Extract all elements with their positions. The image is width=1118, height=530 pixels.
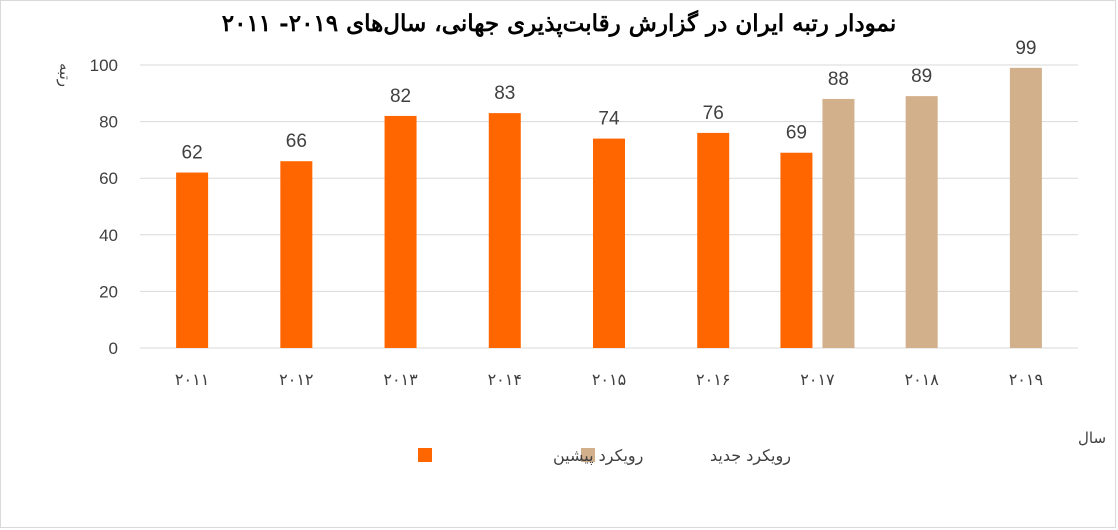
x-tick-label: ۲۰۱۸	[904, 370, 939, 389]
y-tick-label: 80	[99, 113, 118, 132]
y-axis-label: رتبه	[56, 63, 74, 87]
data-label: 99	[1015, 38, 1036, 59]
x-tick-label: ۲۰۱۷	[800, 370, 835, 389]
data-label: 74	[598, 109, 620, 130]
legend-label: رویکرد پیشین	[553, 446, 643, 466]
x-tick-label: ۲۰۱۲	[279, 370, 313, 389]
x-tick-label: ۲۰۱۶	[696, 370, 730, 389]
y-tick-label: 40	[99, 226, 118, 245]
x-tick-label: ۲۰۱۵	[592, 370, 626, 389]
y-tick-label: 60	[99, 169, 118, 188]
y-tick-label: 20	[99, 282, 118, 301]
data-label: 76	[703, 103, 724, 124]
x-tick-label: ۲۰۱۳	[383, 370, 418, 389]
data-label: 88	[828, 69, 849, 90]
y-tick-label: 0	[109, 339, 118, 358]
data-label: 82	[390, 86, 411, 107]
bar	[280, 161, 313, 348]
y-axis-ticks: 0 20 40 60 80 100	[90, 56, 118, 358]
bar	[822, 98, 855, 349]
bar	[780, 152, 813, 348]
data-label: 62	[182, 143, 203, 164]
data-label: 66	[286, 131, 307, 152]
bar	[1009, 67, 1042, 348]
legend-swatch	[581, 448, 595, 462]
data-label: 89	[911, 66, 932, 87]
bar	[488, 113, 521, 348]
data-label: 83	[494, 83, 515, 104]
bar	[384, 115, 417, 348]
bar	[593, 138, 625, 348]
bar	[176, 172, 209, 348]
legend-label: رویکرد جدید	[710, 446, 791, 466]
data-labels: 62 66 82 83 74 76 69 88 89 99	[182, 38, 1037, 164]
x-axis-label: سال	[1078, 429, 1106, 447]
data-label: 69	[786, 123, 807, 144]
bars	[176, 67, 1042, 349]
legend: رویکرد جدید رویکرد پیشین	[418, 446, 791, 466]
bar	[905, 96, 938, 348]
x-axis-ticks: ۲۰۱۱ ۲۰۱۲ ۲۰۱۳ ۲۰۱۴ ۲۰۱۵ ۲۰۱۶ ۲۰۱۷ ۲۰۱۸ ۲۰۱۹	[175, 370, 1043, 389]
x-tick-label: ۲۰۱۱	[175, 370, 209, 389]
x-tick-label: ۲۰۱۴	[488, 370, 522, 389]
y-tick-label: 100	[90, 56, 118, 75]
bar	[697, 132, 730, 348]
legend-swatch	[418, 448, 432, 462]
x-tick-label: ۲۰۱۹	[1009, 370, 1043, 389]
chart-title: نمودار رتبه ایران در گزارش رقابت‌پذیری ج…	[222, 9, 897, 38]
